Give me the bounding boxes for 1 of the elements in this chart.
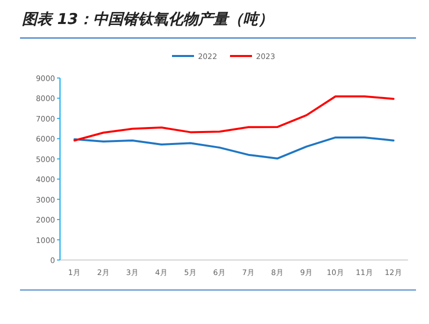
title: 图表 13：中国锗钛氧化物产量（吨） <box>22 10 274 28</box>
